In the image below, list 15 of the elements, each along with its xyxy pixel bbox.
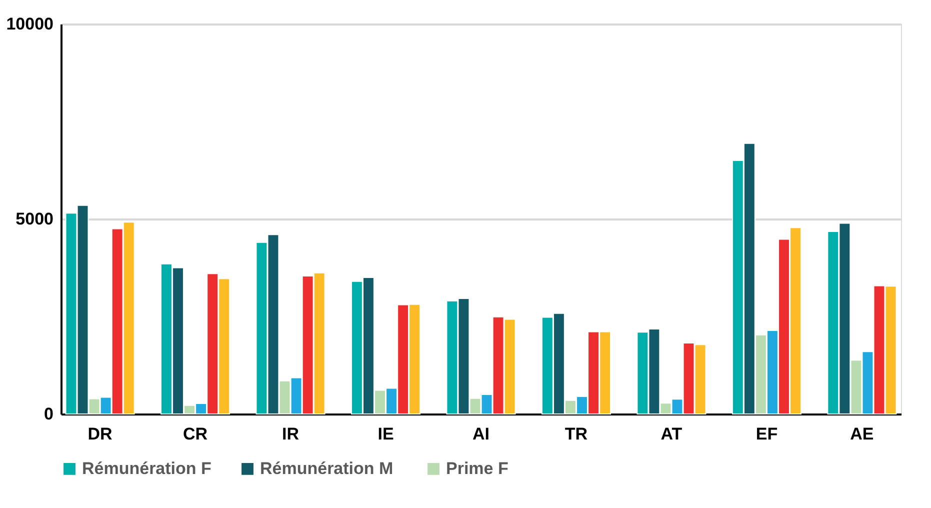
x-tick-label: DR: [88, 424, 112, 444]
y-tick-label: 0: [44, 404, 54, 424]
x-tick-label: EF: [756, 424, 778, 444]
x-tick-label: AI: [472, 424, 490, 444]
y-tick-label: 10000: [6, 14, 54, 34]
legend-label: Rémunération F: [82, 458, 212, 478]
y-tick-label: 5000: [16, 210, 54, 228]
x-tick-label: AE: [850, 424, 874, 444]
x-tick-label: CR: [183, 424, 208, 444]
legend-label: Rémunération M: [260, 458, 394, 478]
x-tick-label: TR: [564, 424, 588, 444]
x-tick-label: AT: [660, 424, 683, 444]
x-tick-label: IR: [282, 424, 300, 444]
x-tick-label: IE: [378, 424, 394, 444]
legend-label: Prime F: [446, 458, 508, 478]
